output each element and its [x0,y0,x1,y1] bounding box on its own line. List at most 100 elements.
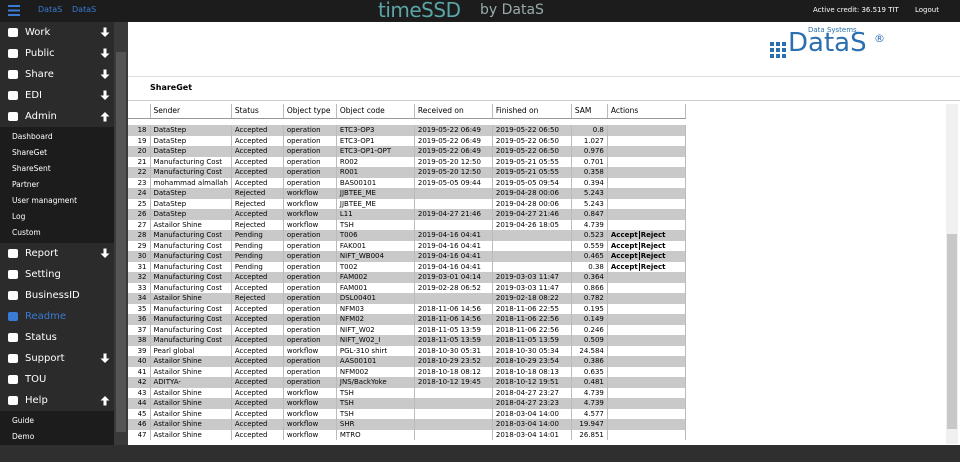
action-link[interactable]: Accept [610,262,638,271]
menu-label: Readme [25,311,67,322]
table-cell: Accepted [231,272,284,283]
table-cell [414,398,493,409]
table-cell: Rejected [231,198,284,209]
table-cell: Accepted [231,345,284,356]
menu-item[interactable]: Public [0,43,114,64]
table-cell: 0.976 [571,146,608,157]
table-cell: 5.243 [571,188,608,199]
actions-cell [607,293,686,304]
submenu-item[interactable]: Guide [12,416,35,425]
action-link[interactable]: Reject [638,231,666,239]
actions-cell [607,356,686,367]
menu-item[interactable]: Report [0,243,114,264]
menu-label: Support [25,353,65,364]
brand-link[interactable]: DataS [72,5,97,14]
table-cell: 2018-04-27 23:27 [492,387,572,398]
table-cell: AAS00101 [336,356,415,367]
submenu-item[interactable]: User managment [12,196,78,205]
table-row: 32 Manufacturing Cost Accepted operation FAM… [128,272,686,283]
menu-item[interactable]: Work [0,22,114,43]
table-cell [414,419,493,430]
table-cell: Astailor Shine [150,419,232,430]
menu-item[interactable]: Share [0,64,114,85]
table-cell: DSL00401 [336,293,415,304]
table-cell: 34 [128,293,151,304]
menu-item[interactable]: Status [0,327,114,348]
table-cell: 0.394 [571,177,608,188]
data-table: Sender Status Object type Object code Receiv… [128,104,686,440]
table-cell: 2018-10-29 23:54 [492,356,572,367]
table-cell: workflow [283,188,337,199]
menu-label: Work [25,27,51,38]
menu-item[interactable]: Admin [0,106,114,127]
table-cell: 2019-04-16 04:41 [414,251,493,262]
table-cell: operation [283,125,337,136]
table-cell: 2018-11-06 14:56 [414,303,493,314]
menu-item[interactable]: BusinessID [0,285,114,306]
table-cell: workflow [283,419,337,430]
table-cell: PGL-310 shirt [336,345,415,356]
table-row: 47 Astailor Shine Accepted workflow MTRO 2018… [128,429,686,440]
menu-item[interactable]: Setting [0,264,114,285]
table-cell: operation [283,324,337,335]
table-cell: 2019-04-28 00:06 [492,188,572,199]
table-cell: 28 [128,230,151,241]
table-cell: ETC3-OP1 [336,135,415,146]
menu-item[interactable]: TOU [0,369,114,390]
submenu-item[interactable]: Dashboard [12,132,53,141]
table-container: Sender Status Object type Object code Receiv… [128,104,946,444]
menu-icon[interactable] [8,5,20,16]
table-cell: 2018-11-05 13:59 [492,335,572,346]
table-cell: 39 [128,345,151,356]
table-cell: 2019-04-28 00:06 [492,198,572,209]
actions-cell [607,198,686,209]
table-row: 24 DataStep Rejected workflow JJBTEE_ME 2019-… [128,188,686,199]
action-link[interactable]: Accept [610,241,638,250]
table-cell: 19.947 [571,419,608,430]
action-link[interactable]: Accept [610,231,638,239]
submenu-item[interactable]: ShareSent [12,164,51,173]
table-cell: DataStep [150,125,232,136]
table-cell: 2019-05-21 05:55 [492,167,572,178]
table-cell: Astailor Shine [150,356,232,367]
table-cell: 2019-04-27 21:46 [492,209,572,220]
table-cell: operation [283,177,337,188]
table-cell: 47 [128,429,151,440]
table-cell: 36 [128,314,151,325]
logo-tagline: Data Systems [808,26,857,34]
table-cell: operation [283,293,337,304]
logout[interactable]: Logout [915,6,939,14]
menu-item[interactable]: Help [0,390,114,411]
table-cell: Astailor Shine [150,429,232,440]
table-cell: 18 [128,125,151,136]
table-row: 35 Manufacturing Cost Accepted operation NFM… [128,303,686,314]
submenu-item[interactable]: Log [12,212,26,221]
table-cell: DataStep [150,135,232,146]
actions-cell [607,335,686,346]
logo-mark: ® [874,32,885,45]
table-cell: 31 [128,261,151,272]
menu-item[interactable]: Readme [0,306,114,327]
submenu-item[interactable]: ShareGet [12,148,48,157]
table-cell: Manufacturing Cost [150,261,232,272]
action-link[interactable]: Reject [638,262,666,271]
table-row: 41 Astailor Shine Accepted operation NFM002 2… [128,366,686,377]
table-cell: 2019-04-16 04:41 [414,261,493,272]
table-cell: 2018-03-04 14:00 [492,419,572,430]
table-cell: Astailor Shine [150,366,232,377]
action-link[interactable]: Reject [638,252,666,260]
table-cell: TSH [336,398,415,409]
menu-item[interactable]: EDI [0,85,114,106]
submenu-item[interactable]: Custom [12,228,41,237]
table-scrollbar[interactable] [946,104,958,444]
action-link[interactable]: Reject [638,241,666,250]
brand-link[interactable]: DataS [38,5,63,14]
menu-item[interactable]: Support [0,348,114,369]
table-cell: operation [283,135,337,146]
actions-cell [607,156,686,167]
actions-cell [607,135,686,146]
action-link[interactable]: Accept [610,252,638,260]
submenu-item[interactable]: Demo [12,432,35,441]
submenu-item[interactable]: Partner [12,180,40,189]
table-cell: NFM02 [336,314,415,325]
